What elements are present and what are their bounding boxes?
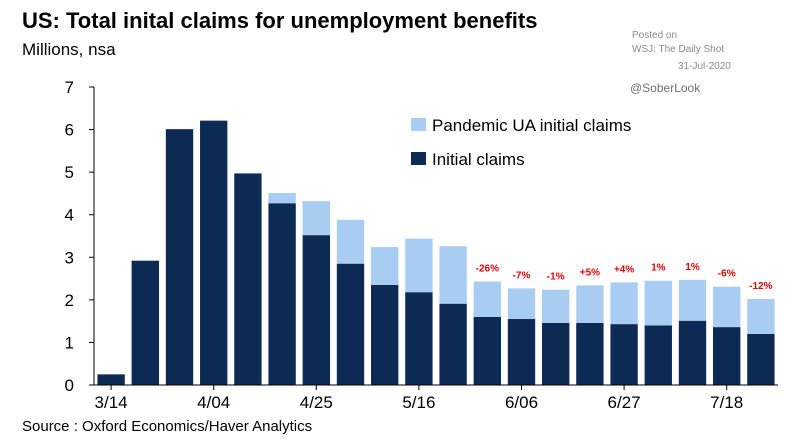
bar-initial-claims [336,263,365,385]
bar-pandemic-ua-claims [371,247,399,285]
bar-initial-claims [542,322,570,385]
bar-initial-claims [371,284,399,385]
legend-swatch-pandemic [411,118,426,131]
watermark-date: 31-Jul-2020 [678,61,731,72]
bar-initial-claims [576,322,604,385]
y-axis: 0 1 2 3 4 5 6 7 [65,78,95,395]
bar-initial-claims [610,324,638,385]
x-tick-label: 4/25 [300,393,333,412]
x-tick-label: 3/14 [95,393,128,412]
bar-pandemic-ua-claims [268,193,296,204]
bar-initial-claims [405,292,433,385]
bar-initial-claims [268,203,296,385]
bar-initial-claims [747,333,775,385]
bar-pandemic-ua-claims [713,286,741,328]
change-annotation: -6% [718,269,736,280]
bar-pandemic-ua-claims [302,201,330,236]
bar-pandemic-ua-claims [336,219,365,264]
y-tick-label: 6 [65,121,74,140]
bar-initial-claims [678,320,707,385]
bar-initial-claims [234,173,262,385]
annotations-group: -26% -7% -1% +5% +4% 1% 1% -6% -12% [476,262,773,292]
bar-pandemic-ua-claims [405,238,433,293]
watermark-handle: @SoberLook [630,81,701,95]
y-tick-label: 0 [65,376,74,395]
y-tick-label: 1 [65,333,74,352]
y-tick-label: 4 [65,206,74,225]
bar-pandemic-ua-claims [610,282,638,325]
y-tick-label: 5 [65,163,74,182]
change-annotation: +4% [614,264,634,275]
change-annotation: -12% [749,281,772,292]
y-tick-label: 3 [65,248,74,267]
legend-label-initial: Initial claims [432,150,525,169]
chart-subtitle: Millions, nsa [22,40,116,59]
bar-pandemic-ua-claims [576,285,604,323]
bar-pandemic-ua-claims [542,289,570,323]
watermark-outlet: WSJ: The Daily Shot [632,44,725,55]
change-annotation: -26% [476,264,499,275]
bar-initial-claims [131,260,159,385]
chart-source: Source : Oxford Economics/Haver Analytic… [22,418,313,435]
change-annotation: -7% [513,270,531,281]
bar-pandemic-ua-claims [644,280,672,326]
bar-initial-claims [713,327,741,385]
bar-pandemic-ua-claims [507,288,536,320]
change-annotation: -1% [547,272,565,283]
bar-initial-claims [439,303,467,385]
bar-initial-claims [473,316,501,385]
legend-label-pandemic: Pandemic UA initial claims [432,116,631,135]
bar-pandemic-ua-claims [747,299,775,334]
bar-initial-claims [200,120,228,385]
bars-group [97,120,775,385]
bar-pandemic-ua-claims [678,279,707,321]
bar-initial-claims [97,374,125,385]
x-tick-label: 4/04 [197,393,230,412]
bar-initial-claims [507,319,536,385]
chart-title: US: Total inital claims for unemployment… [22,8,538,33]
bar-pandemic-ua-claims [439,246,467,304]
x-axis: 3/14 4/04 4/25 5/16 6/06 6/27 7/18 [94,384,778,412]
change-annotation: 1% [651,263,666,274]
change-annotation: 1% [685,262,700,273]
bar-initial-claims [302,235,330,385]
change-annotation: +5% [580,267,600,278]
legend: Pandemic UA initial claims Initial claim… [411,116,631,169]
x-tick-label: 6/06 [505,393,538,412]
x-tick-label: 5/16 [402,393,435,412]
y-tick-label: 2 [65,291,74,310]
x-tick-label: 6/27 [608,393,641,412]
legend-swatch-initial [411,152,426,165]
x-tick-label: 7/18 [710,393,743,412]
watermark-posted: Posted on [632,30,678,41]
bar-pandemic-ua-claims [473,281,501,317]
y-tick-label: 7 [65,78,74,97]
bar-initial-claims [165,129,194,385]
bar-initial-claims [644,325,672,385]
